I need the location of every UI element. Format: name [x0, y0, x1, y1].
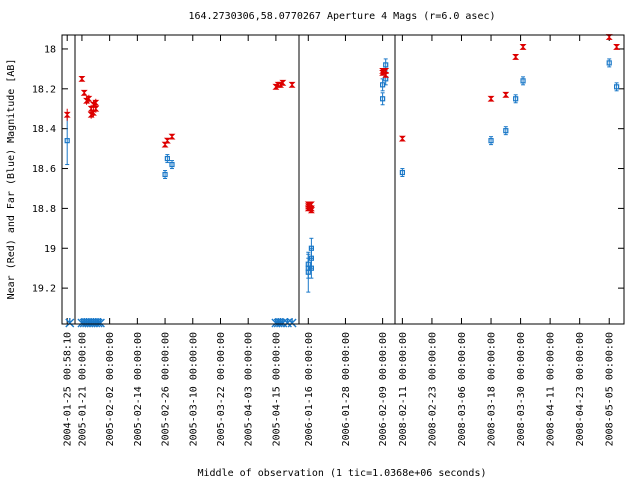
x-tick-label: 2004-01-25 00:58:10	[63, 332, 74, 446]
chart-title: 164.2730306,58.0770267 Aperture 4 Mags (…	[188, 11, 495, 22]
near-point	[168, 133, 176, 140]
y-tick-label: 18.4	[32, 124, 56, 135]
far-point	[488, 138, 494, 144]
near-point	[502, 91, 510, 98]
y-tick-labels: 18 18.2 18.4 18.6 18.8 19 19.2	[32, 44, 56, 294]
far-point	[399, 169, 405, 176]
far-point	[162, 171, 168, 178]
near-point	[63, 111, 71, 118]
x-tick-label: 2008-03-06 00:00:00	[457, 332, 468, 446]
x-tick-label: 2008-04-11 00:00:00	[546, 332, 557, 446]
x-tick-label: 2008-04-23 00:00:00	[575, 332, 586, 446]
near-point	[85, 95, 93, 102]
near-point	[279, 79, 287, 86]
near-point	[605, 34, 613, 40]
far-point	[380, 96, 386, 102]
x-tick-label: 2006-02-09 00:00:00	[378, 332, 389, 446]
far-point	[614, 84, 620, 90]
x-tick-label: 2005-02-26 00:00:00	[161, 332, 172, 446]
far-point	[64, 138, 70, 144]
far-point	[606, 60, 612, 66]
near-point	[163, 137, 171, 144]
x-tick-label: 2005-02-14 00:00:00	[133, 332, 144, 446]
near-point	[307, 205, 315, 212]
far-upper-limit	[287, 318, 297, 328]
y-tick-label: 18.6	[32, 164, 56, 175]
far-point	[164, 155, 170, 162]
y-tick-label: 18	[44, 44, 56, 55]
y-axis-label: Near (Red) and Far (Blue) Magnitude [AB]	[6, 59, 17, 300]
near-point	[487, 95, 495, 102]
near-point	[92, 99, 100, 106]
near-point	[519, 44, 527, 50]
x-tick-label: 2005-02-02 00:00:00	[105, 332, 116, 446]
near-point	[92, 105, 100, 112]
far-upper-limit	[95, 318, 105, 328]
far-point	[513, 96, 519, 102]
far-upper-limit	[65, 318, 75, 328]
segment-separators	[74, 35, 396, 324]
x-tick-label: 2006-01-28 00:00:00	[341, 332, 352, 446]
near-red-series	[63, 34, 621, 214]
far-blue-series	[64, 58, 620, 328]
x-axis-label: Middle of observation (1 tic=1.0368e+06 …	[198, 468, 487, 479]
x-tick-label: 2005-03-22 00:00:00	[216, 332, 227, 446]
x-tick-label: 2008-03-30 00:00:00	[516, 332, 527, 446]
axis-ticks	[62, 35, 624, 324]
near-point	[613, 44, 621, 50]
x-tick-label: 2005-03-10 00:00:00	[188, 332, 199, 446]
near-point	[288, 81, 296, 88]
x-tick-label: 2008-03-18 00:00:00	[487, 332, 498, 446]
x-tick-label: 2008-05-05 00:00:00	[605, 332, 616, 446]
x-tick-label: 2008-02-11 00:00:00	[398, 332, 409, 446]
near-point	[398, 135, 406, 142]
near-point	[78, 75, 86, 82]
x-tick-label: 2005-04-03 00:00:00	[244, 332, 255, 446]
y-tick-label: 18.8	[32, 204, 56, 215]
near-point	[512, 54, 520, 60]
x-tick-label: 2005-04-15 00:00:00	[271, 332, 282, 446]
y-tick-label: 19.2	[32, 284, 56, 295]
near-point	[382, 71, 390, 78]
plot-frame	[61, 34, 625, 325]
x-tick-label: 2005-01-21 00:00:00	[77, 332, 88, 446]
far-point	[308, 245, 314, 251]
y-tick-label: 19	[44, 244, 56, 255]
far-point	[520, 78, 526, 84]
x-tick-labels: 2004-01-25 00:58:10 2005-01-21 00:00:00 20…	[63, 332, 616, 446]
far-point	[503, 128, 509, 134]
far-point	[383, 62, 389, 68]
x-tick-label: 2008-02-23 00:00:00	[427, 332, 438, 446]
far-point	[308, 265, 314, 271]
x-tick-label: 2006-01-16 00:00:00	[304, 332, 315, 446]
near-point	[80, 89, 88, 96]
y-tick-label: 18.2	[32, 84, 56, 95]
far-point	[169, 161, 175, 168]
